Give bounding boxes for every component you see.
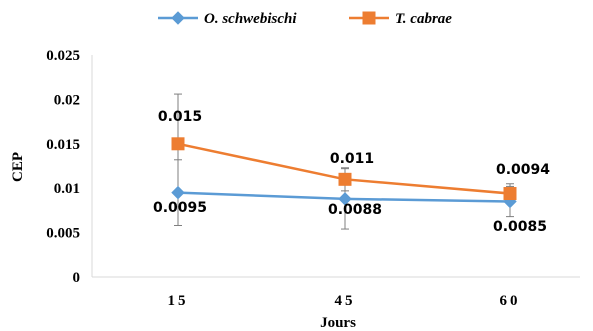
data-point bbox=[338, 192, 352, 206]
y-axis: 0 0.005 0.01 0.015 0.02 0.025 bbox=[46, 48, 93, 286]
y-tick-label: 0.025 bbox=[46, 48, 80, 64]
data-label: 0.0088 bbox=[328, 202, 382, 218]
data-label: 0.011 bbox=[330, 151, 374, 167]
data-label: 0.0095 bbox=[153, 200, 207, 216]
data-point bbox=[171, 185, 185, 200]
data-point bbox=[171, 137, 185, 151]
data-label: 0.015 bbox=[158, 109, 202, 125]
y-tick-label: 0.01 bbox=[54, 181, 80, 197]
series-markers bbox=[171, 137, 517, 209]
y-axis-title: CEP bbox=[10, 152, 26, 182]
legend-marker bbox=[362, 11, 376, 25]
x-tick-label: 45 bbox=[335, 293, 356, 309]
legend: O. schwebischi T. cabrae bbox=[158, 11, 452, 27]
x-axis: 15 45 60 bbox=[92, 276, 580, 309]
legend-label: T. cabrae bbox=[395, 11, 452, 27]
y-tick-label: 0.02 bbox=[54, 92, 80, 108]
y-tick-label: 0.015 bbox=[46, 137, 80, 153]
data-label: 0.0094 bbox=[496, 162, 550, 178]
data-point bbox=[338, 172, 352, 186]
legend-marker bbox=[171, 11, 185, 25]
data-label: 0.0085 bbox=[493, 219, 547, 235]
x-tick-label: 60 bbox=[500, 293, 521, 309]
legend-label: O. schwebischi bbox=[204, 11, 297, 27]
x-axis-title: Jours bbox=[320, 315, 356, 331]
y-tick-label: 0.005 bbox=[46, 226, 80, 242]
data-labels: 0.0095 0.0088 0.0085 0.015 0.011 0.0094 bbox=[153, 109, 550, 235]
x-tick-label: 15 bbox=[168, 293, 189, 309]
data-point bbox=[503, 187, 517, 201]
y-tick-label: 0 bbox=[73, 270, 81, 286]
